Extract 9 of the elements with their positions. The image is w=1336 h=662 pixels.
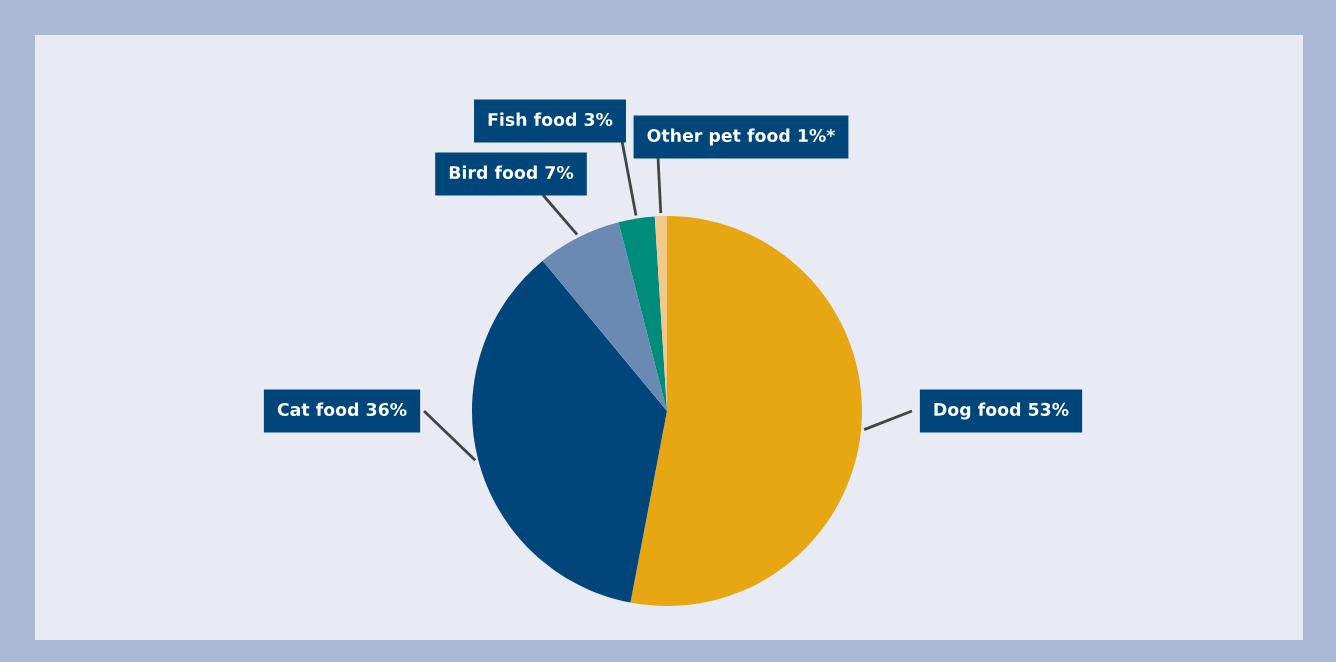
slice-label: Bird food 7% <box>449 165 574 180</box>
pie-slice <box>618 216 667 411</box>
slice-label: Cat food 36% <box>277 402 407 417</box>
slice-label: Fish food 3% <box>488 112 613 127</box>
pie-slice <box>542 222 667 411</box>
slice-label: Other pet food 1%* <box>647 128 836 146</box>
slice-label: Dog food 53% <box>934 402 1069 420</box>
pie-slice <box>472 260 667 603</box>
pie-slice <box>630 216 862 606</box>
